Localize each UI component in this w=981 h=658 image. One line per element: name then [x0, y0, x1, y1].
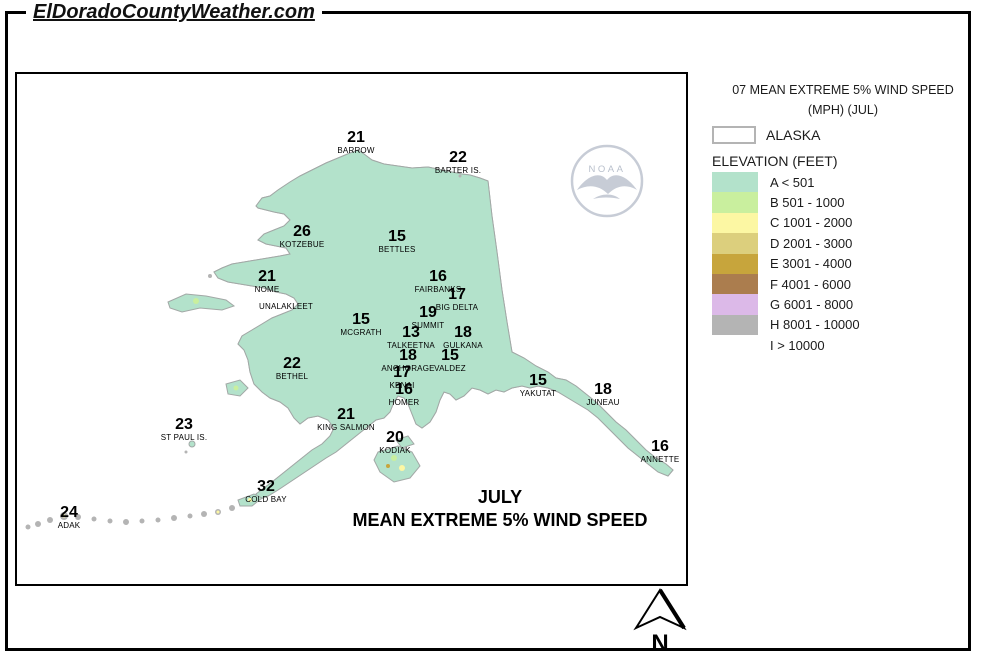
legend-swatch-f	[712, 273, 758, 295]
legend-item-a: A < 501	[712, 172, 974, 193]
alaska-area-swatch	[712, 126, 756, 144]
legend: 07 MEAN EXTREME 5% WIND SPEED (MPH) (JUL…	[712, 80, 974, 356]
legend-area-row: ALASKA	[712, 124, 974, 146]
legend-label: H 8001 - 10000	[770, 317, 860, 333]
noaa-logo: NOAA	[570, 144, 644, 218]
legend-title-line2: (MPH) (JUL)	[807, 103, 879, 117]
alaska-area-label: ALASKA	[766, 127, 821, 143]
legend-label: B 501 - 1000	[770, 195, 845, 211]
north-arrow: N	[633, 588, 687, 655]
legend-item-c: C 1001 - 2000	[712, 212, 974, 234]
site-title[interactable]: ElDoradoCountyWeather.com	[26, 1, 322, 24]
noaa-logo-text: NOAA	[589, 164, 626, 175]
legend-item-f: F 4001 - 6000	[712, 273, 974, 295]
elevation-heading: ELEVATION (FEET)	[712, 153, 838, 169]
legend-item-e: E 3001 - 4000	[712, 253, 974, 274]
aleutian-islands	[25, 505, 235, 530]
legend-swatch-b	[712, 192, 758, 213]
legend-swatch-d	[712, 233, 758, 254]
noaa-bird-tail	[593, 194, 620, 199]
legend-label: A < 501	[770, 174, 815, 190]
legend-item-b: B 501 - 1000	[712, 192, 974, 213]
map-title-month: JULY	[477, 487, 523, 507]
legend-header: 07 MEAN EXTREME 5% WIND SPEED (MPH) (JUL…	[712, 80, 974, 120]
page-frame	[5, 11, 971, 651]
legend-title-line1: 07 MEAN EXTREME 5% WIND SPEED	[732, 83, 954, 97]
north-arrow-icon	[633, 588, 687, 631]
map-title: JULY MEAN EXTREME 5% WIND SPEED	[335, 486, 665, 532]
legend-label: G 6001 - 8000	[770, 297, 854, 313]
legend-label: E 3001 - 4000	[770, 256, 852, 272]
legend-swatch-c	[712, 212, 758, 234]
legend-label: I > 10000	[770, 337, 825, 353]
north-arrow-label: N	[651, 630, 668, 655]
legend-item-i: I > 10000	[712, 335, 974, 355]
legend-item-g: G 6001 - 8000	[712, 294, 974, 315]
islands	[25, 174, 462, 530]
map-title-subtitle: MEAN EXTREME 5% WIND SPEED	[352, 510, 648, 530]
alaska-map-svg	[25, 149, 674, 530]
panhandle-speckles	[554, 356, 656, 458]
legend-label: C 1001 - 2000	[770, 215, 853, 231]
legend-item-d: D 2001 - 3000	[712, 233, 974, 254]
legend-swatch-h	[712, 314, 758, 336]
legend-item-h: H 8001 - 10000	[712, 314, 974, 336]
legend-label: F 4001 - 6000	[770, 276, 851, 292]
legend-swatch-a	[712, 172, 758, 193]
legend-swatch-g	[712, 294, 758, 315]
map-box	[15, 72, 688, 586]
noaa-bird-icon	[577, 175, 637, 194]
legend-label: D 2001 - 3000	[770, 235, 853, 251]
legend-swatch-e	[712, 253, 758, 274]
legend-items: A < 501 B 501 - 1000 C 1001 - 2000 D 2001 -…	[712, 172, 974, 356]
